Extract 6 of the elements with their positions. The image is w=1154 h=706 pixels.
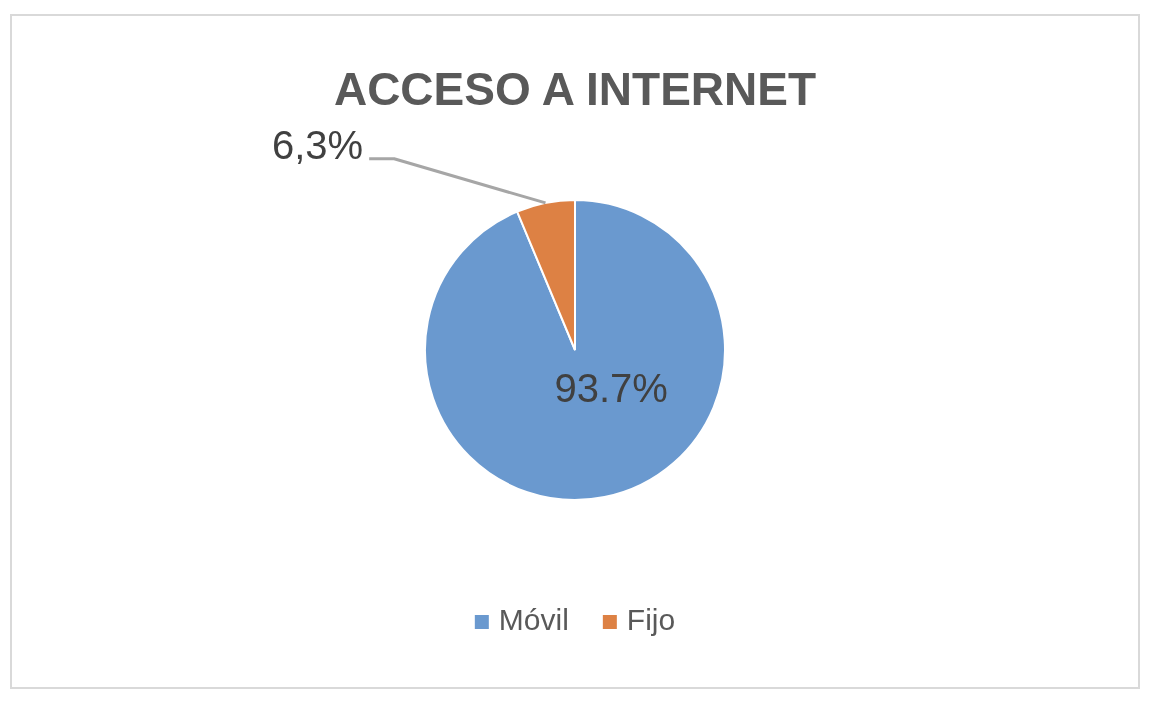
data-label: 6,3% xyxy=(271,123,364,168)
pie-slice xyxy=(424,199,726,501)
chart-title: ACCESO A INTERNET xyxy=(333,63,817,115)
data-label: 93.7% xyxy=(554,365,668,410)
legend-label: Móvil xyxy=(498,602,569,636)
legend-label: Fijo xyxy=(626,602,676,636)
